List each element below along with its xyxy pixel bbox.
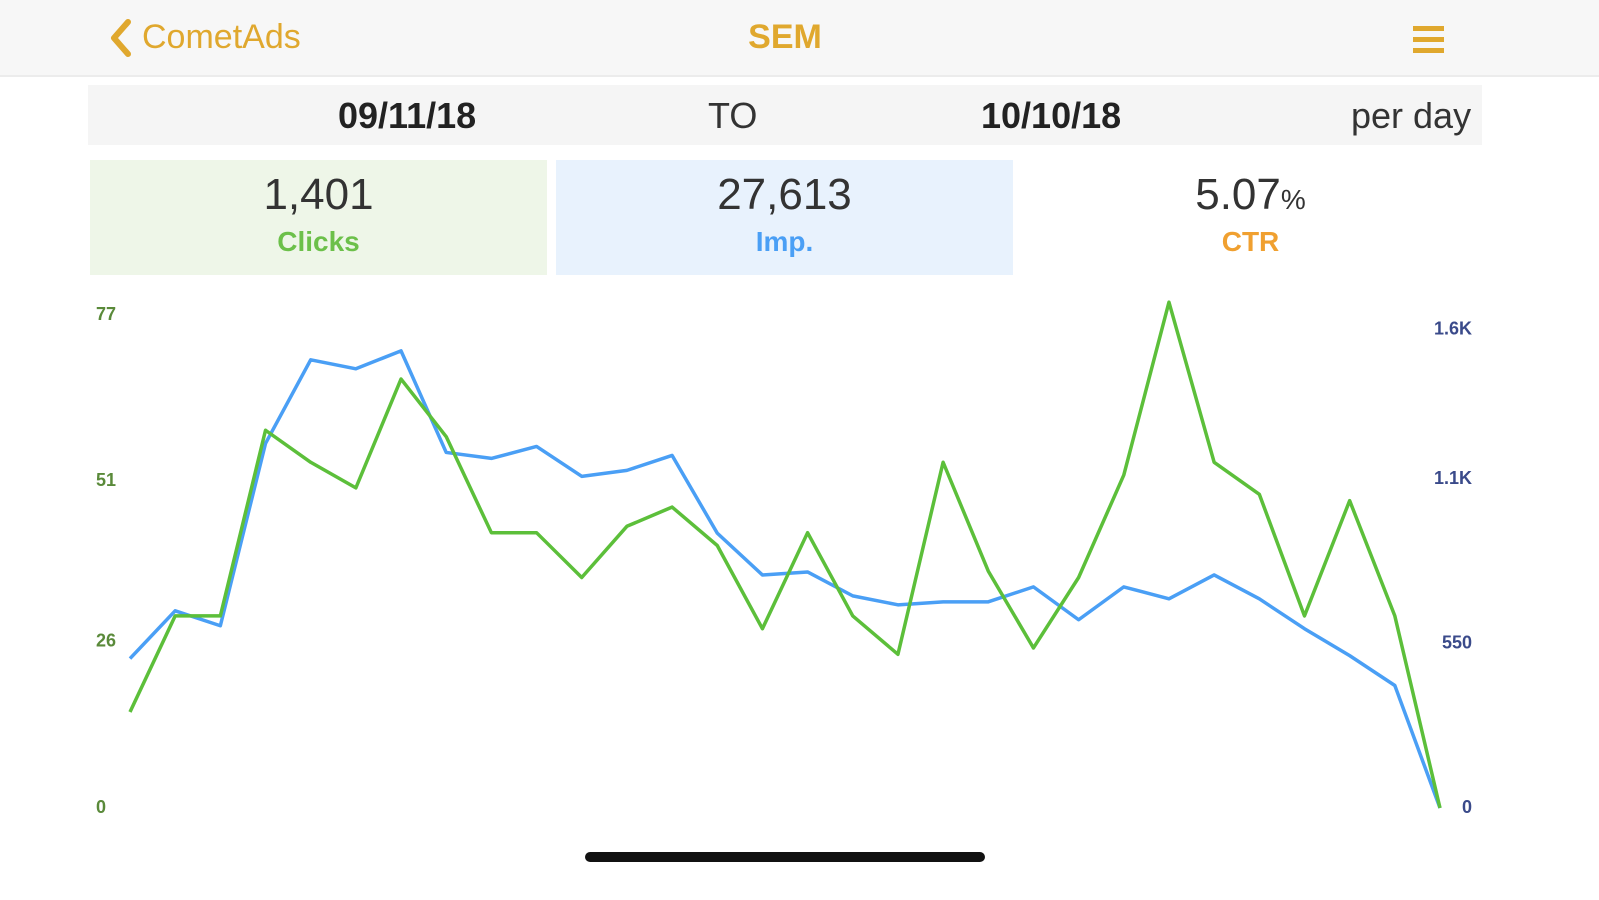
y2-tick-label: 1.6K bbox=[1434, 319, 1472, 339]
period[interactable]: per day bbox=[1351, 95, 1472, 136]
stat-label: Clicks bbox=[277, 226, 360, 257]
nav-bar: CometAds SEM bbox=[0, 0, 1599, 77]
date-range: 09/11/18 TO 10/10/18 per day bbox=[88, 85, 1482, 145]
stat-box: 27,613 Imp. bbox=[556, 160, 1013, 275]
line-series bbox=[128, 300, 1442, 809]
stat-number: 1,401 bbox=[263, 170, 374, 219]
stat-value: 5.07% bbox=[1022, 170, 1479, 220]
menu-button[interactable] bbox=[1412, 24, 1446, 56]
stat-box: 1,401 Clicks bbox=[90, 160, 547, 275]
y-tick-label: 51 bbox=[96, 470, 116, 490]
y-tick-label: 26 bbox=[96, 630, 116, 650]
date-to[interactable]: 10/10/18 bbox=[981, 95, 1122, 136]
stat-value: 1,401 bbox=[90, 170, 547, 220]
y-tick-label: 0 bbox=[96, 797, 106, 817]
y2-tick-label: 0 bbox=[1462, 797, 1472, 817]
screen-title: SEM bbox=[748, 18, 822, 56]
date-from[interactable]: 09/11/18 bbox=[338, 95, 477, 136]
line-series bbox=[128, 349, 1442, 809]
home-indicator bbox=[585, 852, 985, 862]
stat-label: Imp. bbox=[755, 226, 814, 257]
y-tick-label: 77 bbox=[96, 304, 116, 324]
stat-box: 5.07% CTR bbox=[1022, 160, 1479, 275]
date-separator: TO bbox=[708, 95, 758, 136]
y2-tick-label: 1.1K bbox=[1434, 468, 1472, 488]
back-button[interactable]: CometAds bbox=[142, 18, 301, 56]
stat-unit: % bbox=[1280, 184, 1306, 215]
stat-number: 5.07 bbox=[1195, 170, 1281, 219]
stat-value: 27,613 bbox=[556, 170, 1013, 220]
stat-label: CTR bbox=[1221, 226, 1280, 257]
stat-number: 27,613 bbox=[717, 170, 852, 219]
y2-tick-label: 550 bbox=[1442, 632, 1472, 652]
back-chevron[interactable] bbox=[108, 18, 134, 58]
chart: 0 26 51 77 0 550 1.1K 1.6K bbox=[96, 300, 1472, 817]
